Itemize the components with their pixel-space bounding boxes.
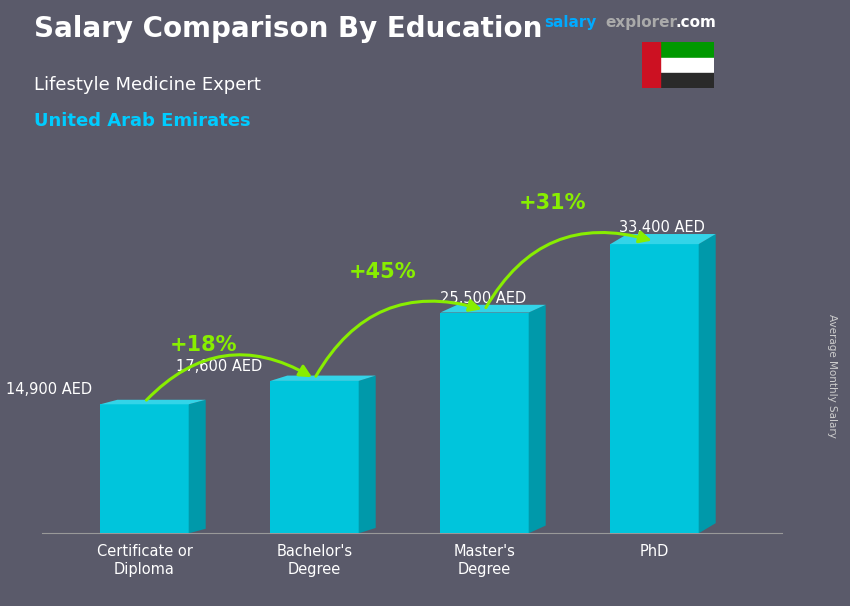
Bar — [642, 42, 714, 58]
Polygon shape — [270, 381, 359, 533]
Text: United Arab Emirates: United Arab Emirates — [34, 112, 251, 130]
Polygon shape — [189, 400, 206, 533]
Text: Lifestyle Medicine Expert: Lifestyle Medicine Expert — [34, 76, 261, 94]
Polygon shape — [100, 400, 206, 404]
Polygon shape — [270, 376, 376, 381]
Text: Salary Comparison By Education: Salary Comparison By Education — [34, 15, 542, 43]
Text: Average Monthly Salary: Average Monthly Salary — [827, 314, 837, 438]
Polygon shape — [100, 404, 189, 533]
Text: 33,400 AED: 33,400 AED — [619, 221, 705, 236]
Text: 14,900 AED: 14,900 AED — [6, 382, 92, 398]
Text: explorer: explorer — [605, 15, 677, 30]
Polygon shape — [529, 305, 546, 533]
Text: salary: salary — [544, 15, 597, 30]
Bar — [642, 42, 660, 88]
Polygon shape — [699, 234, 716, 533]
Bar — [642, 58, 714, 73]
Text: +31%: +31% — [518, 193, 586, 213]
Text: .com: .com — [676, 15, 717, 30]
Text: 25,500 AED: 25,500 AED — [440, 291, 526, 305]
Polygon shape — [440, 305, 546, 313]
Bar — [642, 73, 714, 88]
Polygon shape — [610, 244, 699, 533]
Polygon shape — [359, 376, 376, 533]
Text: 17,600 AED: 17,600 AED — [176, 359, 262, 374]
Text: +45%: +45% — [348, 262, 416, 282]
Text: +18%: +18% — [170, 335, 238, 355]
Polygon shape — [610, 234, 716, 244]
Polygon shape — [440, 313, 529, 533]
